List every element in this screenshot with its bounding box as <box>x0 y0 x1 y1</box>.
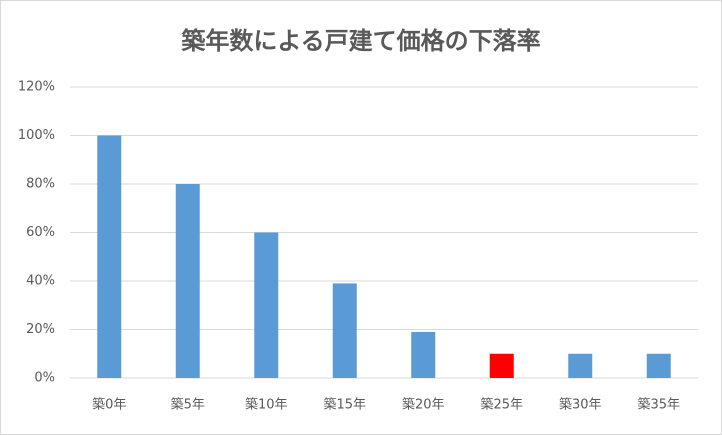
x-tick-label: 築5年 <box>171 398 205 413</box>
bar <box>254 232 279 378</box>
y-tick-label: 120% <box>18 80 55 95</box>
bar <box>175 184 200 378</box>
bar <box>332 283 357 378</box>
y-tick-label: 20% <box>26 322 55 337</box>
bar <box>646 353 671 378</box>
y-tick-label: 100% <box>18 128 55 143</box>
y-tick-label: 80% <box>26 177 55 192</box>
x-tick-label: 築15年 <box>323 398 366 413</box>
x-tick-label: 築10年 <box>245 398 288 413</box>
x-tick-label: 築35年 <box>637 398 680 413</box>
bar <box>97 135 122 378</box>
bar <box>411 331 436 378</box>
y-tick-label: 0% <box>34 371 55 386</box>
x-tick-label: 築30年 <box>559 398 602 413</box>
x-tick-label: 築0年 <box>92 398 126 413</box>
y-tick-label: 40% <box>26 274 55 289</box>
chart-title: 築年数による戸建て価格の下落率 <box>180 27 540 55</box>
x-tick-label: 築25年 <box>480 398 523 413</box>
y-tick-label: 60% <box>26 225 55 240</box>
x-tick-label: 築20年 <box>402 398 445 413</box>
bar <box>489 353 514 378</box>
bar <box>568 353 593 378</box>
